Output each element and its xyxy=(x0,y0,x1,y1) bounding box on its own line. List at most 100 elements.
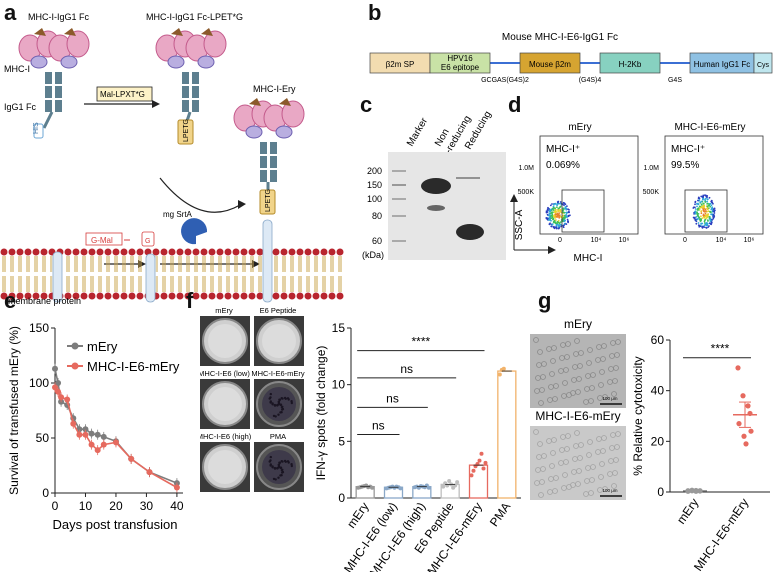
lipid-head xyxy=(32,292,40,300)
cell xyxy=(541,361,547,367)
elispot-spot xyxy=(279,403,283,407)
flow-event xyxy=(559,201,562,203)
flow-event xyxy=(706,198,709,201)
lipid-head xyxy=(208,292,216,300)
panel-label-d: d xyxy=(508,92,522,117)
g-mal-box xyxy=(85,232,123,246)
gate-percent-mery: 0.069% xyxy=(546,160,580,171)
cell xyxy=(589,385,595,391)
flow-event xyxy=(709,222,711,225)
flow-event xyxy=(566,218,569,221)
membrane-protein xyxy=(262,219,273,303)
flow-event xyxy=(709,218,711,221)
flow-title-e6-mery: MHC-I-E6-mEry xyxy=(674,122,745,133)
data-point xyxy=(398,486,403,491)
legend-marker xyxy=(71,342,79,350)
x-tick-label: mEry xyxy=(344,500,372,531)
flow-event xyxy=(700,210,703,213)
flow-event xyxy=(694,206,696,209)
data-point xyxy=(748,428,754,434)
flow-event xyxy=(555,227,558,230)
lipid-head xyxy=(200,292,208,300)
flow-event xyxy=(712,210,715,212)
data-point xyxy=(370,485,375,490)
mw-60: 60 xyxy=(372,236,382,246)
flow-event xyxy=(711,208,713,210)
cell xyxy=(566,484,572,490)
flow-event xyxy=(565,214,567,216)
elispot-label: MHC-I-E6-mEry xyxy=(251,369,305,378)
flow-event xyxy=(557,227,560,230)
x-tick-label: 30 xyxy=(140,499,154,513)
segment-cys xyxy=(753,52,773,74)
panel-label-c: c xyxy=(360,92,373,117)
y-tick-label: 5 xyxy=(338,434,345,448)
lipid-head xyxy=(168,248,176,256)
x-tick-label: 10 xyxy=(79,499,93,513)
cell xyxy=(549,463,555,469)
elispot-spot xyxy=(277,476,280,479)
lipid-head xyxy=(8,292,16,300)
cell xyxy=(537,349,543,355)
lipid-head xyxy=(272,292,280,300)
elispot-spot xyxy=(269,459,272,462)
mhc-igg1-fc-molecule: HIS xyxy=(18,27,90,139)
elispot-spot xyxy=(279,411,282,414)
flow-event xyxy=(567,221,569,224)
lipid-head xyxy=(24,292,32,300)
flow-event xyxy=(707,202,709,205)
elispot-membrane xyxy=(208,324,242,358)
lipid-head xyxy=(280,292,288,300)
lipid-head xyxy=(248,292,256,300)
svg-text:Cys: Cys xyxy=(757,62,770,69)
linker-1: GCGAS(G4S)2 xyxy=(481,77,529,84)
elispot-spot xyxy=(269,400,272,403)
cell xyxy=(611,483,617,489)
elispot-spot xyxy=(276,467,279,470)
panel-d-flow: mEry MHC-I-E6-mEry MHC-I⁺ 0.069% MHC-I⁺ … xyxy=(510,122,764,264)
elispot-spot xyxy=(281,397,284,400)
flow-event xyxy=(698,199,701,201)
lipid-head xyxy=(248,248,256,256)
cell xyxy=(566,392,572,398)
lipid-head xyxy=(256,292,264,300)
cell xyxy=(553,475,559,481)
lipid-head xyxy=(240,248,248,256)
cell xyxy=(574,430,580,436)
lipid-head xyxy=(16,292,24,300)
lipid-head xyxy=(96,292,104,300)
y-axis-label: Survival of transfused mEry (%) xyxy=(7,326,21,495)
flow-event xyxy=(550,219,552,222)
x-tick-label: MHC-I-E6-mEry xyxy=(691,496,751,572)
flow-event xyxy=(563,211,566,214)
g-tag: G xyxy=(145,238,150,245)
cell xyxy=(562,380,568,386)
elispot-spot xyxy=(269,455,272,459)
elispot-spot xyxy=(272,414,276,418)
svg-text:Mouse β2m: Mouse β2m xyxy=(529,60,571,69)
flow-event xyxy=(552,218,555,221)
flow-event xyxy=(711,206,714,209)
lipid-head xyxy=(312,248,320,256)
y-tick-label: 150 xyxy=(29,321,49,335)
panel-label-b: b xyxy=(368,0,382,25)
lipid-head xyxy=(224,248,232,256)
lipid-head xyxy=(200,248,208,256)
flow-event xyxy=(705,194,707,197)
elispot-spot xyxy=(290,400,293,403)
elispot-membrane xyxy=(262,324,296,358)
flow-event xyxy=(705,214,708,217)
cell xyxy=(552,396,558,402)
cell xyxy=(577,455,583,461)
elispot-label: E6 Peptide xyxy=(260,306,297,315)
flow-event xyxy=(702,202,705,205)
flow-title-mery: mEry xyxy=(568,122,591,133)
flow-event xyxy=(697,209,699,211)
cell xyxy=(540,374,546,380)
lipid-head xyxy=(64,248,72,256)
segment-hpv16-e6 xyxy=(429,52,491,74)
flow-event xyxy=(558,212,561,214)
gate-mery xyxy=(561,189,605,233)
cell xyxy=(549,371,555,377)
flow-event xyxy=(562,225,565,227)
